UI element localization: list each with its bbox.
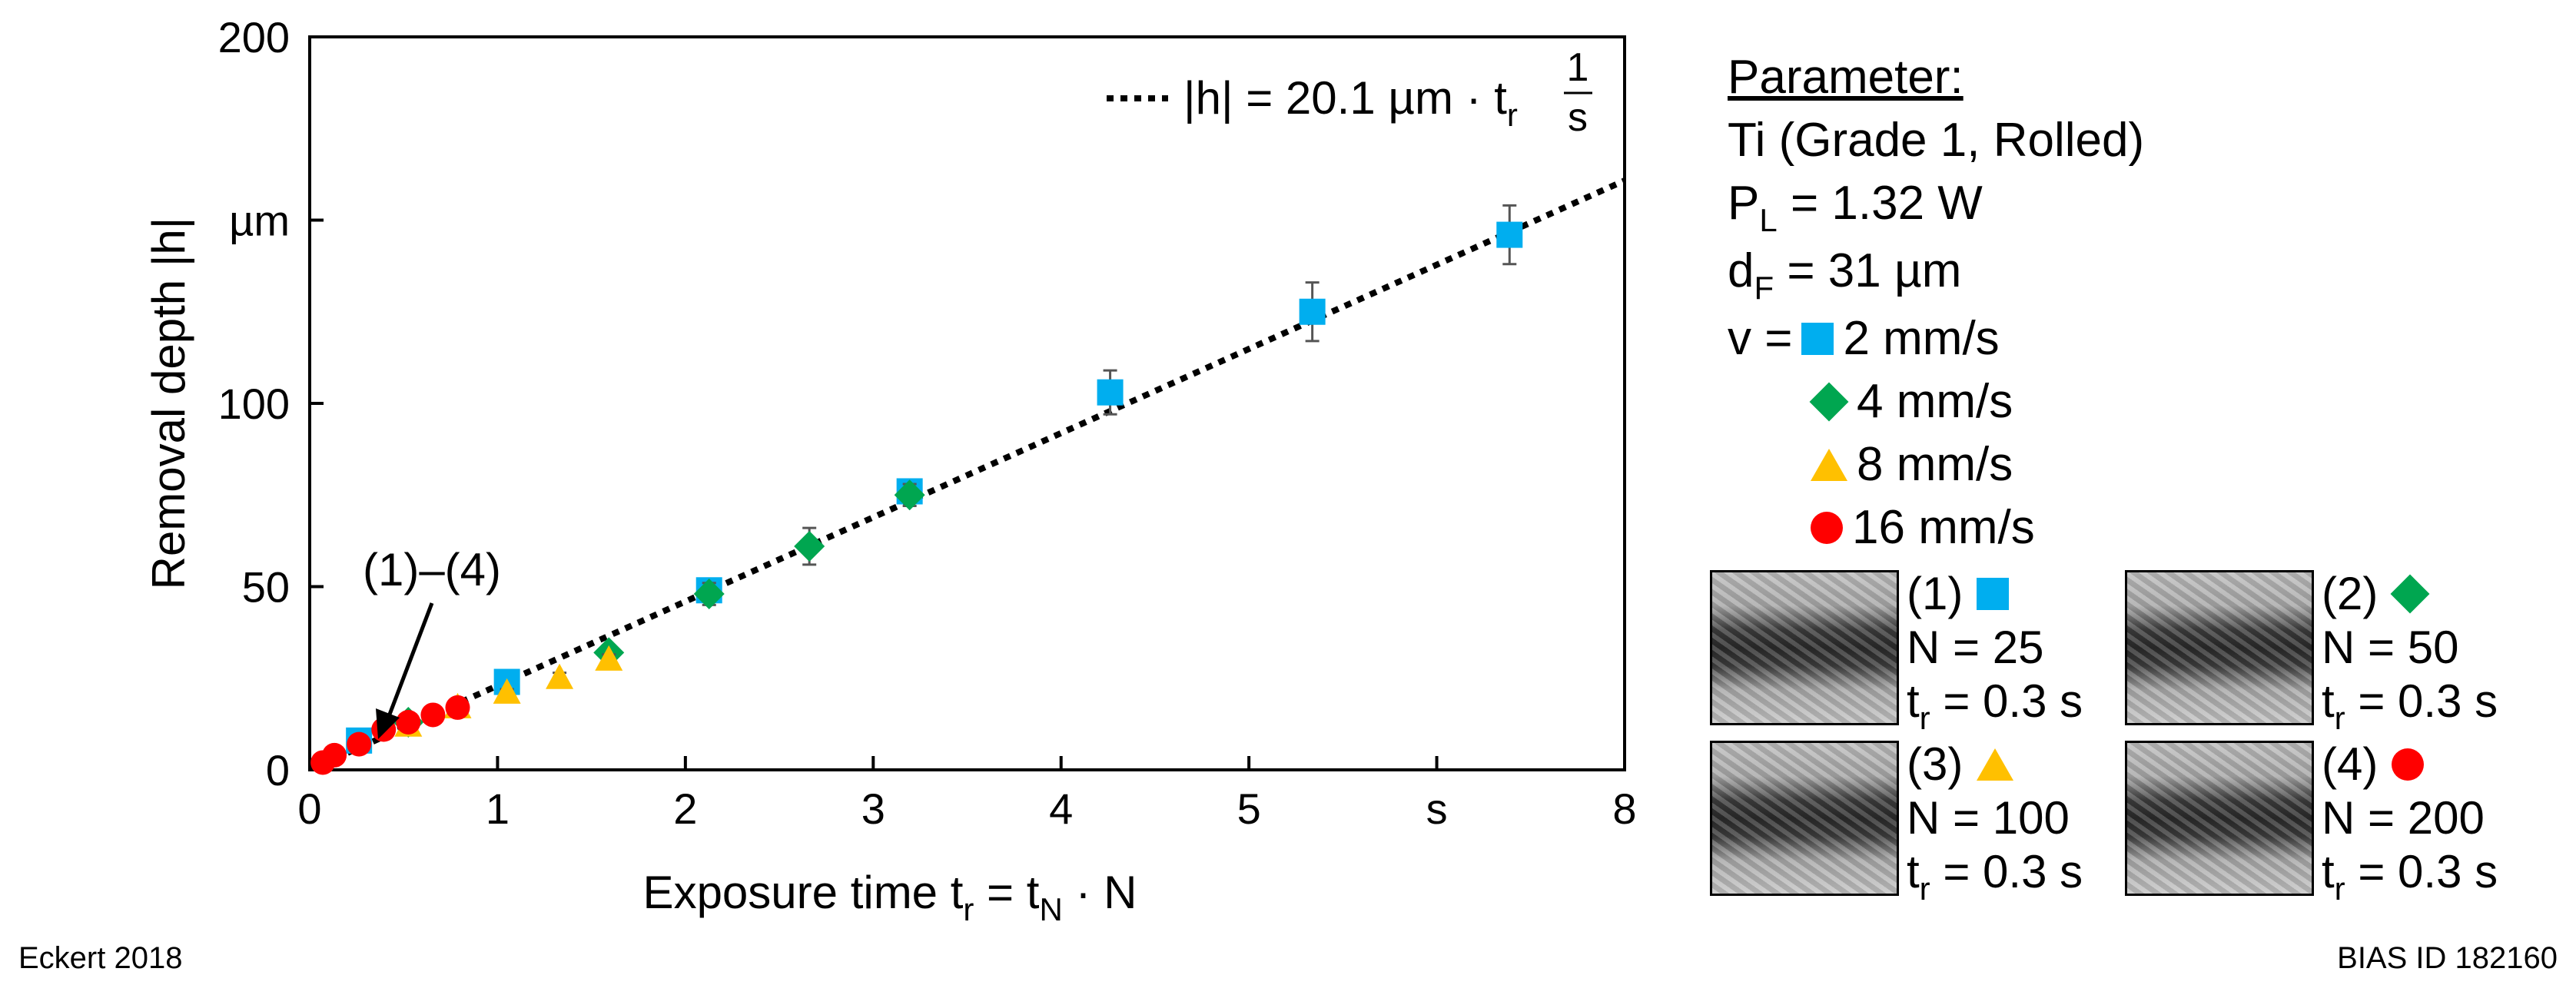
x-tick-label: s bbox=[1426, 784, 1448, 833]
data-point-diamond bbox=[894, 479, 925, 511]
data-point-triangle bbox=[546, 663, 574, 689]
micrograph-image bbox=[1710, 741, 1899, 896]
sample-1: (1) N = 25 tr = 0.3 s bbox=[1710, 568, 2125, 736]
fit-legend-den: s bbox=[1568, 95, 1588, 140]
square-marker-icon bbox=[1801, 323, 1834, 355]
data-point-diamond bbox=[794, 531, 825, 562]
sample-id: (2) bbox=[2322, 568, 2378, 619]
data-point-circle bbox=[322, 742, 347, 768]
sample-time: tr = 0.3 s bbox=[1907, 675, 2083, 736]
y-tick-label: 0 bbox=[266, 746, 290, 794]
laser-power-text: PL = 1.32 W bbox=[1728, 177, 1983, 238]
fit-legend-num: 1 bbox=[1567, 45, 1589, 90]
annotation-arrow-line bbox=[386, 602, 434, 719]
speed-label-4: 4 mm/s bbox=[1857, 375, 2013, 428]
x-axis-label: Exposure time tr = tN · N bbox=[643, 867, 1137, 922]
sample-n: N = 100 bbox=[1907, 792, 2070, 844]
plot-frame bbox=[308, 35, 1626, 771]
y-tick-label: 100 bbox=[218, 380, 290, 428]
sample-2: (2) N = 50 tr = 0.3 s bbox=[2125, 568, 2540, 736]
y-tick-label: 200 bbox=[218, 13, 290, 61]
x-tick-label: 3 bbox=[861, 784, 885, 833]
sample-time: tr = 0.3 s bbox=[2322, 846, 2498, 907]
sample-id: (3) bbox=[1907, 738, 1964, 790]
focus-diameter-text: dF = 31 µm bbox=[1728, 244, 1962, 306]
y-tick-label: 50 bbox=[242, 563, 290, 612]
micrograph-image bbox=[2125, 570, 2314, 725]
sample-id: (1) bbox=[1907, 568, 1964, 619]
removal-depth-chart: 0 1 2 3 4 5 s 8 0 50 100 µm 200 |h| = 20.1 µm · tr 1… bbox=[143, 13, 1637, 922]
diamond-marker-icon bbox=[1809, 382, 1849, 422]
annotation-label: (1)–(4) bbox=[363, 544, 501, 595]
x-tick-label: 0 bbox=[297, 784, 321, 833]
sample-time: tr = 0.3 s bbox=[2322, 675, 2498, 736]
data-point-diamond bbox=[693, 579, 725, 610]
sample-n: N = 25 bbox=[1907, 622, 2044, 673]
triangle-marker-icon bbox=[1977, 748, 2014, 781]
micrograph-image bbox=[2125, 741, 2314, 896]
sample-n: N = 50 bbox=[2322, 622, 2459, 673]
speed-row-16: 16 mm/s bbox=[1728, 496, 2144, 559]
circle-marker-icon bbox=[1811, 512, 1843, 544]
sample-id: (4) bbox=[2322, 738, 2378, 790]
data-point-circle bbox=[347, 731, 372, 757]
micrograph-image bbox=[1710, 570, 1899, 725]
footer-id: BIAS ID 182160 bbox=[2337, 941, 2558, 975]
material-text: Ti (Grade 1, Rolled) bbox=[1728, 114, 2145, 167]
x-tick-label: 1 bbox=[486, 784, 510, 833]
data-point-circle bbox=[445, 695, 470, 720]
data-point-circle bbox=[396, 709, 421, 735]
sample-3: (3) N = 100 tr = 0.3 s bbox=[1710, 738, 2125, 907]
data-point-triangle bbox=[493, 678, 521, 704]
x-tick-label: 5 bbox=[1237, 784, 1261, 833]
fit-legend-lhs: |h| = 20.1 µm · t bbox=[1183, 72, 1507, 124]
sample-n: N = 200 bbox=[2322, 792, 2485, 844]
y-tick-label: µm bbox=[229, 197, 290, 245]
triangle-marker-icon bbox=[1811, 449, 1847, 481]
annotation-arrow-head bbox=[376, 708, 400, 739]
fit-line bbox=[310, 177, 1625, 770]
sample-time: tr = 0.3 s bbox=[1907, 846, 2083, 907]
fit-legend: |h| = 20.1 µm · tr 1 s bbox=[1107, 45, 1592, 140]
circle-marker-icon bbox=[2392, 748, 2425, 781]
data-point-circle bbox=[420, 702, 446, 728]
sample-4: (4) N = 200 tr = 0.3 s bbox=[2125, 738, 2540, 907]
data-point-square bbox=[1299, 298, 1326, 325]
data-point-square bbox=[1097, 379, 1124, 406]
data-point-triangle bbox=[595, 645, 623, 671]
speed-label-2: 2 mm/s bbox=[1843, 312, 2000, 365]
diamond-marker-icon bbox=[2390, 574, 2430, 614]
speed-label-16: 16 mm/s bbox=[1852, 501, 2035, 554]
speed-row-2: v = 2 mm/s bbox=[1728, 307, 2144, 370]
x-tick-label: 8 bbox=[1612, 784, 1636, 833]
fit-legend-sub: r bbox=[1507, 97, 1518, 133]
speed-row-8: 8 mm/s bbox=[1728, 433, 2144, 496]
speed-row-4: 4 mm/s bbox=[1728, 370, 2144, 433]
x-tick-label: 4 bbox=[1049, 784, 1073, 833]
footer-author: Eckert 2018 bbox=[18, 941, 183, 975]
x-tick-label: 2 bbox=[673, 784, 697, 833]
y-axis-label: Removal depth |h| bbox=[143, 217, 194, 590]
speed-label-8: 8 mm/s bbox=[1857, 438, 2013, 491]
parameter-heading: Parameter: bbox=[1728, 51, 1964, 104]
svg-text:|h| = 20.1 µm · tr: |h| = 20.1 µm · tr bbox=[1183, 72, 1518, 133]
parameter-panel: Parameter: Ti (Grade 1, Rolled) PL = 1.3… bbox=[1728, 46, 2144, 559]
data-point-square bbox=[1496, 221, 1523, 248]
square-marker-icon bbox=[1977, 578, 2010, 610]
velocity-prefix: v = bbox=[1728, 312, 1793, 365]
